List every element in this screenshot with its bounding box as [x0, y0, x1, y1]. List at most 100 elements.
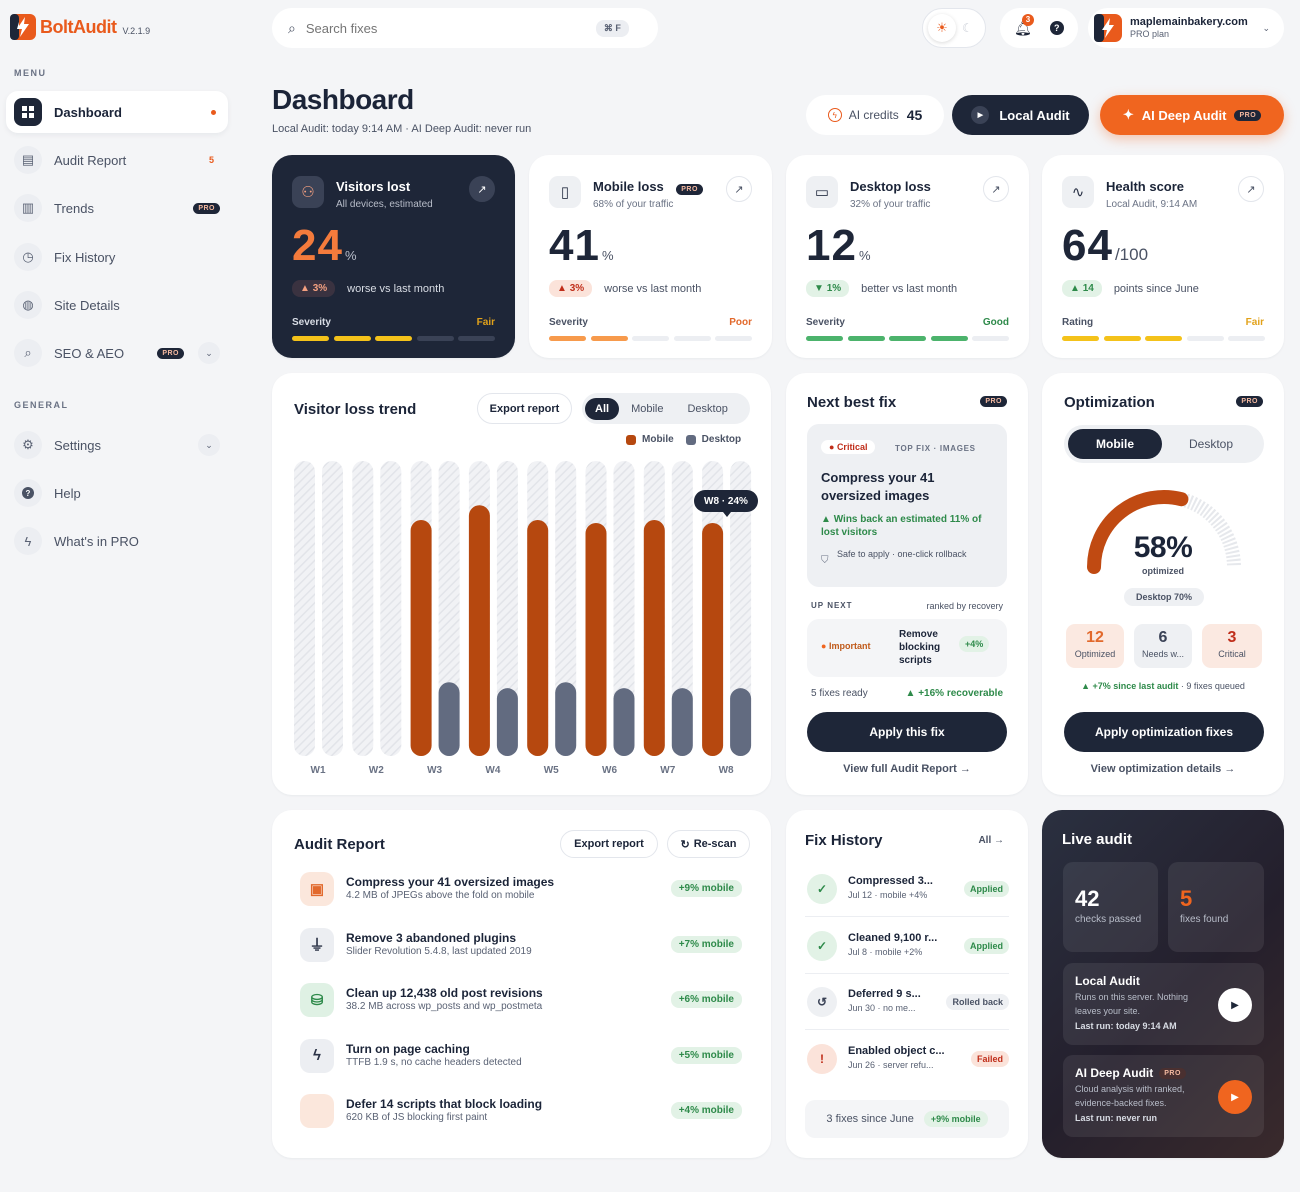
alert-icon: !	[807, 1043, 837, 1074]
tab-mobile[interactable]: Mobile	[631, 402, 664, 415]
audit-row[interactable]: ▣ Compress your 41 oversized images 4.2 …	[300, 872, 746, 908]
history-title: Compressed 3...	[848, 875, 933, 887]
kpi-card: ∿ Health score Local Audit, 9:14 AM ↗ 64…	[1042, 155, 1284, 358]
ai-deep-audit-panel[interactable]: AI Deep Audit PRO Cloud analysis with ran…	[1063, 1055, 1264, 1137]
sidebar-item-audit-report[interactable]: ▤ Audit Report 5	[6, 139, 228, 181]
top-fix-headline: Compress your 41 oversized images	[821, 470, 935, 503]
expand-icon[interactable]: ↗	[983, 176, 1009, 202]
search-input[interactable]	[305, 20, 596, 36]
expand-icon[interactable]: ↗	[469, 176, 495, 202]
sun-icon[interactable]: ☀	[928, 14, 956, 42]
x-tick-label: W4	[485, 765, 500, 776]
sidebar-item-help[interactable]: ? Help	[6, 472, 228, 514]
up-next-label: UP NEXT	[811, 601, 853, 610]
page-title: Dashboard	[272, 84, 414, 115]
severity-bar	[1062, 336, 1265, 341]
severity-value: Good	[982, 317, 1009, 328]
expand-icon[interactable]: ↗	[726, 176, 752, 202]
sidebar-item-whats-in-pro[interactable]: ϟ What's in PRO	[6, 520, 228, 562]
view-all-link[interactable]: All →	[978, 835, 1004, 846]
apply-fix-button[interactable]: Apply this fix	[807, 712, 1007, 752]
rescan-button[interactable]: ↻ Re-scan	[667, 830, 750, 858]
tab-desktop[interactable]: Desktop	[1188, 437, 1234, 451]
apply-optimization-button[interactable]: Apply optimization fixes	[1064, 712, 1264, 752]
legend-desktop: Desktop	[701, 434, 742, 445]
bar-mobile	[702, 522, 724, 756]
up-next-item[interactable]: ● Important Remove blocking scripts +4%	[807, 619, 1007, 677]
sidebar-item-settings[interactable]: ⚙ Settings ⌄	[6, 424, 228, 466]
chevron-down-icon[interactable]: ⌄	[198, 342, 220, 364]
severity-segment	[1062, 336, 1099, 341]
tab-desktop[interactable]: Desktop	[687, 402, 728, 415]
expand-icon[interactable]: ↗	[1238, 176, 1264, 202]
database-icon: ⛁	[300, 983, 334, 1017]
local-audit-panel[interactable]: Local Audit Runs on this server. Nothing…	[1063, 963, 1264, 1045]
bar-desktop	[671, 688, 693, 756]
shortcut-hint: ⌘ F	[595, 19, 629, 37]
history-row[interactable]: ! Enabled object c... Jun 26 · server re…	[805, 1041, 1009, 1077]
severity-segment	[416, 336, 454, 341]
card-title: Next best fix	[807, 394, 897, 411]
history-row[interactable]: ✓ Compressed 3... Jul 12 · mobile +4% Ap…	[805, 871, 1009, 907]
kpi-note: worse vs last month	[347, 282, 445, 295]
severity-bar	[549, 336, 752, 341]
sidebar-item-seo-aeo[interactable]: ⌕ SEO & AEO PRO ⌄	[6, 332, 228, 374]
gauge-caption: optimized	[1142, 566, 1184, 576]
x-tick-label: W6	[602, 765, 617, 776]
view-audit-link[interactable]: View full Audit Report →	[843, 763, 971, 775]
device-tabs: All Mobile Desktop	[582, 393, 750, 424]
kpi-delta: ▼ 1%	[806, 280, 850, 297]
severity-segment	[632, 336, 669, 341]
chevron-down-icon[interactable]: ⌄	[198, 434, 220, 456]
up-next-gain: +4%	[959, 636, 990, 652]
export-report-button[interactable]: Export report	[477, 393, 572, 424]
theme-toggle[interactable]: ☀ ☾	[922, 8, 986, 48]
audit-row[interactable]: ϟ Turn on page caching TTFB 1.9 s, no ca…	[300, 1038, 746, 1075]
run-ai-deep-audit-button[interactable]: ▶	[1218, 1080, 1252, 1114]
x-tick-label: W3	[427, 765, 442, 776]
bar-mobile	[410, 520, 432, 756]
site-avatar-icon	[1094, 14, 1122, 42]
plug-icon: ⏚	[300, 927, 334, 962]
view-optimization-link[interactable]: View optimization details →	[1090, 763, 1236, 775]
search-bar[interactable]: ⌕ ⌘ F	[272, 8, 658, 48]
audit-row[interactable]: ⏚ Remove 3 abandoned plugins Slider Revo…	[300, 927, 746, 964]
sidebar-item-site-details[interactable]: ◍ Site Details	[6, 284, 228, 326]
fixes-ready: 5 fixes ready	[811, 688, 868, 699]
sidebar-item-trends[interactable]: ▥ Trends PRO	[6, 187, 228, 229]
pro-badge: PRO	[193, 202, 220, 214]
moon-icon[interactable]: ☾	[962, 21, 973, 35]
audit-row-subtitle: 4.2 MB of JPEGs above the fold on mobile	[346, 890, 535, 901]
gear-icon: ⚙	[14, 431, 42, 459]
general-label: GENERAL	[14, 400, 69, 410]
kpi-delta: ▲ 3%	[292, 280, 336, 297]
bell-icon[interactable]: 🔔︎ 3	[1014, 13, 1034, 37]
history-row[interactable]: ↺ Deferred 9 s... Jun 30 · no me... Roll…	[805, 984, 1009, 1020]
audit-row[interactable]: Defer 14 scripts that block loading 620 …	[300, 1094, 746, 1130]
top-fix-win: ▲ Wins back an estimated 11% of lost vis…	[821, 514, 982, 538]
search-icon: ⌕	[288, 19, 296, 36]
tab-all[interactable]: All	[585, 397, 620, 420]
export-report-button[interactable]: Export report	[560, 830, 658, 858]
optim-tabs: Mobile Desktop	[1064, 425, 1264, 463]
top-fix-panel[interactable]: ● Critical TOP FIX · IMAGES Compress you…	[807, 424, 1007, 587]
gain-badge: +7% mobile	[670, 935, 742, 953]
history-row[interactable]: ✓ Cleaned 9,100 r... Jul 8 · mobile +2% …	[805, 928, 1009, 964]
help-icon[interactable]: ?	[1049, 21, 1064, 35]
status-badge: Applied	[964, 881, 1009, 897]
audit-row[interactable]: ⛁ Clean up 12,438 old post revisions 38.…	[300, 983, 746, 1019]
sidebar-item-label: Dashboard	[54, 104, 122, 120]
ai-deep-audit-button[interactable]: ✦ AI Deep Audit PRO	[1100, 95, 1284, 135]
severity-segment	[1228, 336, 1265, 341]
chevron-down-icon: ⌄	[1262, 22, 1270, 33]
site-plan: PRO plan	[1130, 29, 1170, 39]
site-switcher[interactable]: maplemainbakery.com PRO plan ⌄	[1088, 8, 1284, 48]
divider	[805, 972, 1009, 974]
sidebar-item-label: SEO & AEO	[54, 345, 125, 361]
sidebar-item-fix-history[interactable]: ◷ Fix History	[6, 236, 228, 278]
tab-mobile[interactable]: Mobile	[1068, 429, 1162, 459]
local-audit-button[interactable]: ▶ Local Audit	[952, 95, 1089, 135]
sidebar-item-dashboard[interactable]: Dashboard	[6, 91, 228, 133]
app-logo[interactable]: BoltAudit V.2.1.9	[10, 14, 150, 40]
run-local-audit-button[interactable]: ▶	[1218, 988, 1252, 1022]
